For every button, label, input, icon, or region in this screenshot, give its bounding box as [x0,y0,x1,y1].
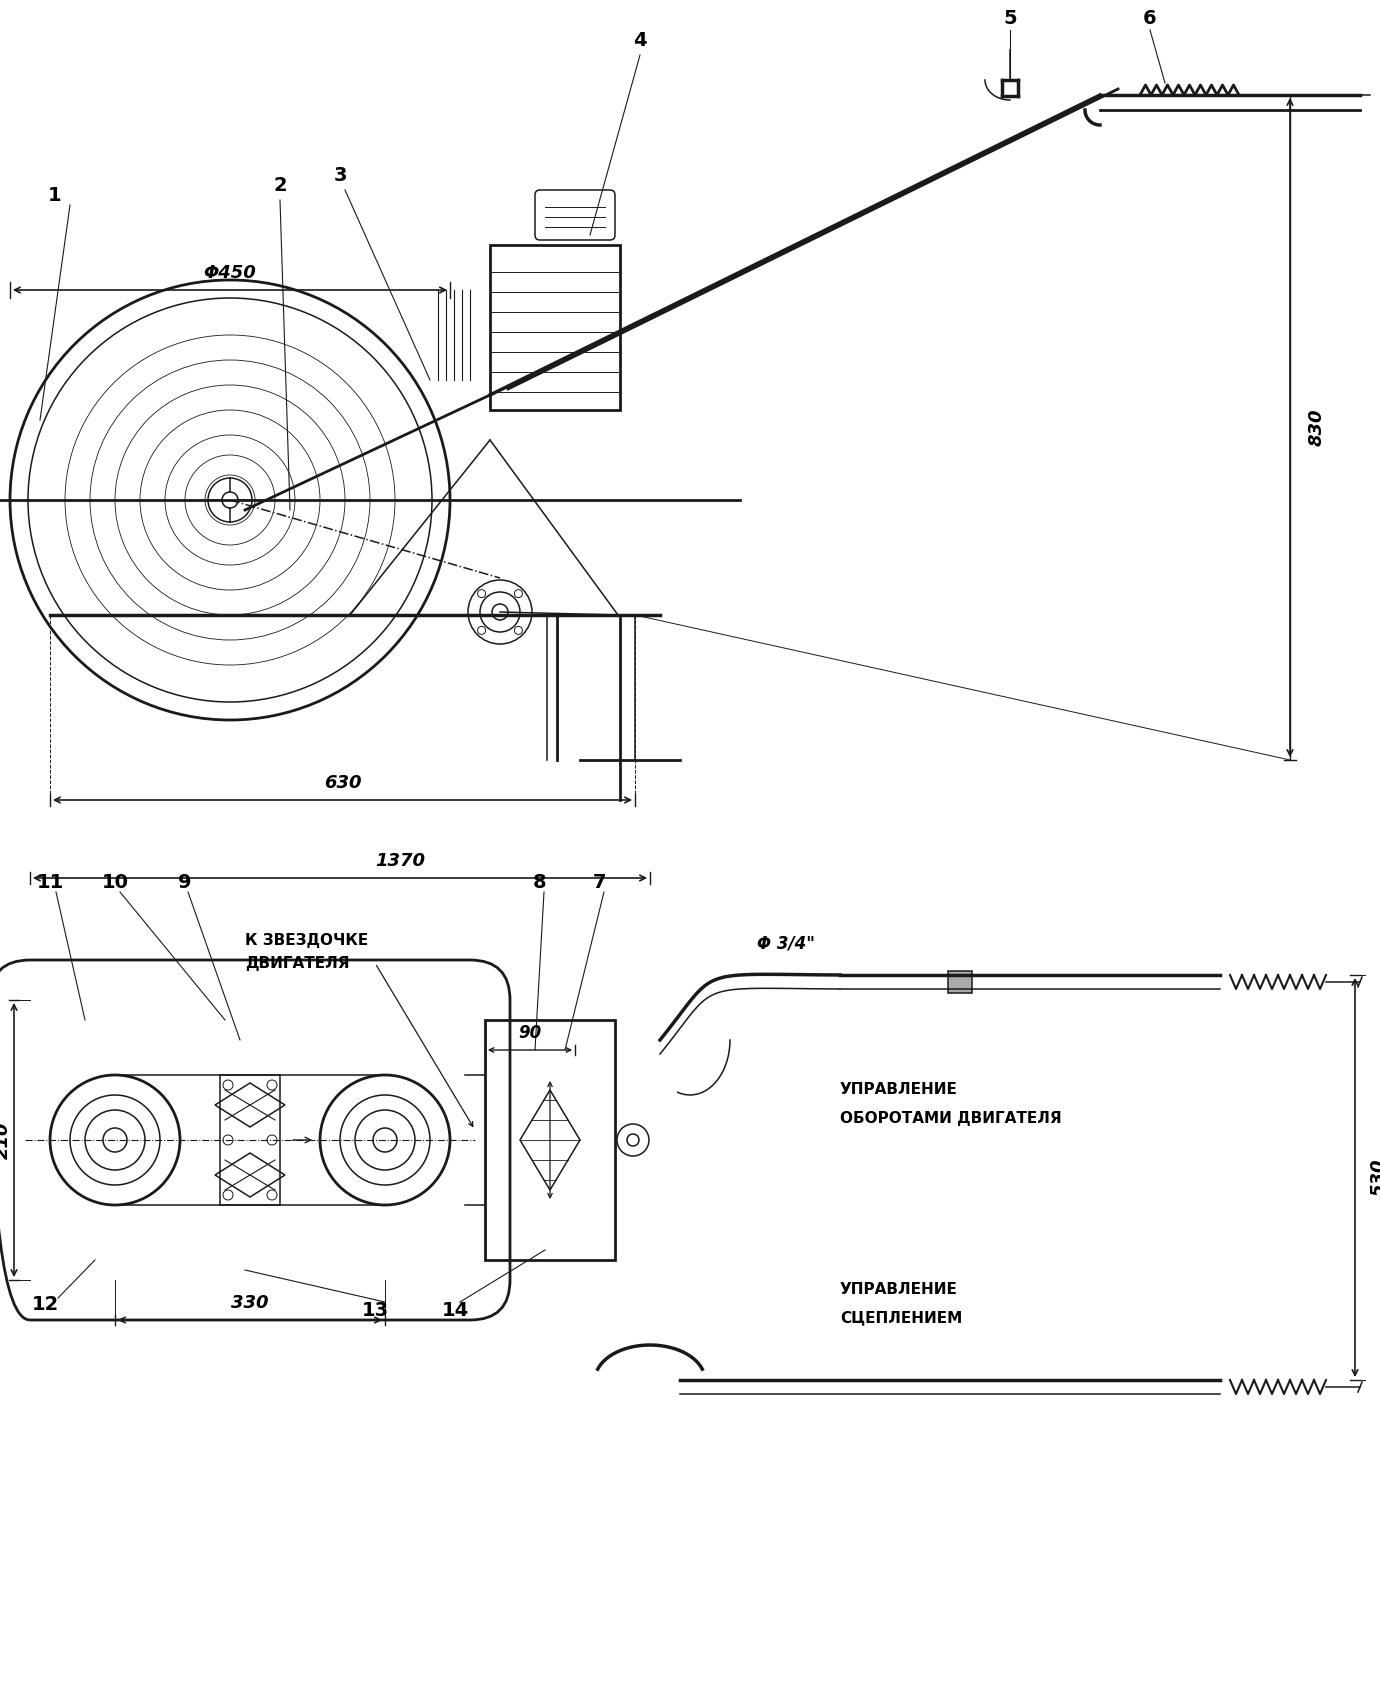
Text: ОБОРОТАМИ ДВИГАТЕЛЯ: ОБОРОТАМИ ДВИГАТЕЛЯ [840,1110,1061,1125]
Text: 10: 10 [102,873,128,891]
Text: 530: 530 [1370,1159,1380,1196]
Text: 1: 1 [48,185,62,205]
Text: 14: 14 [442,1300,469,1319]
Text: ДВИГАТЕЛЯ: ДВИГАТЕЛЯ [246,955,349,971]
Text: Φ 3/4": Φ 3/4" [758,934,814,952]
Text: 90: 90 [519,1024,541,1043]
Circle shape [515,590,523,597]
Text: 9: 9 [178,873,192,891]
Text: 12: 12 [32,1295,58,1315]
Text: СЦЕПЛЕНИЕМ: СЦЕПЛЕНИЕМ [840,1310,962,1325]
Text: 5: 5 [1003,8,1017,27]
Text: 3: 3 [333,165,346,185]
Circle shape [477,590,486,597]
Text: 7: 7 [593,873,607,891]
Text: К ЗВЕЗДОЧКЕ: К ЗВЕЗДОЧКЕ [246,932,368,947]
Text: УПРАВЛЕНИЕ: УПРАВЛЕНИЕ [840,1083,958,1097]
Text: 6: 6 [1143,8,1156,27]
Bar [219,1075,280,1204]
Text: УПРАВЛЕНИЕ: УПРАВЛЕНИЕ [840,1282,958,1297]
Bar [490,246,620,410]
Text: Φ450: Φ450 [204,264,257,283]
Text: 13: 13 [362,1300,389,1319]
Text: 1370: 1370 [375,853,425,870]
Text: 210: 210 [0,1122,12,1159]
Circle shape [477,626,486,634]
Text: 4: 4 [633,30,647,49]
Bar [484,1019,615,1260]
Circle shape [515,626,523,634]
Text: 11: 11 [36,873,63,891]
Text: 330: 330 [232,1293,269,1312]
Text: 830: 830 [1308,409,1326,446]
Text: 630: 630 [324,774,362,792]
Bar [948,971,972,992]
Text: 2: 2 [273,175,287,195]
Text: 8: 8 [533,873,546,891]
